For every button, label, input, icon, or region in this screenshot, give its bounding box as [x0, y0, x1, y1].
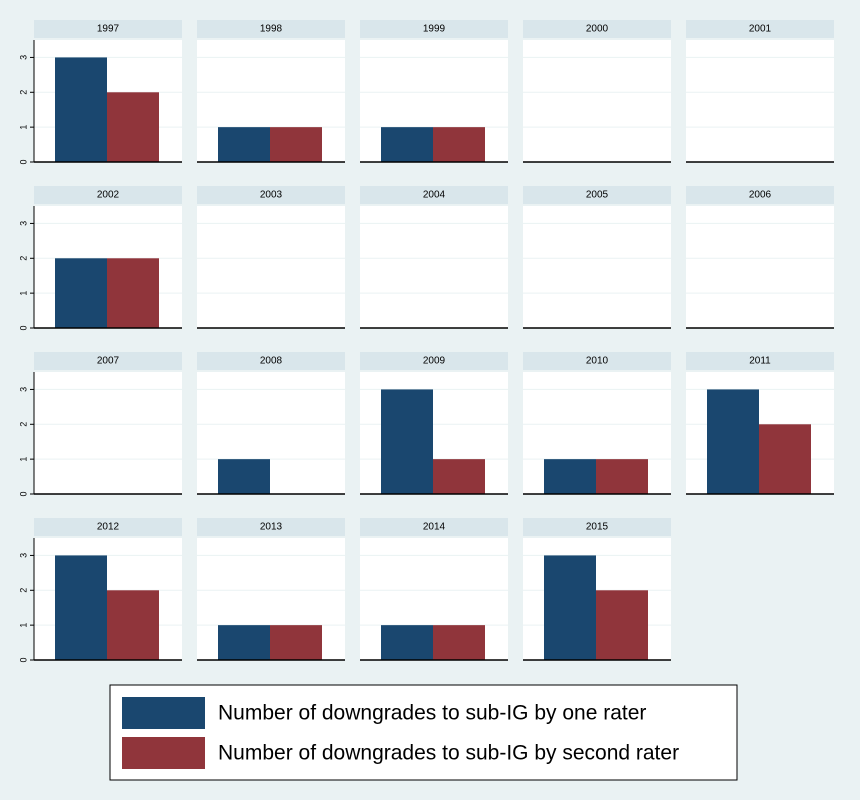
bar	[381, 127, 433, 162]
panel-title: 2000	[586, 24, 609, 35]
title-strip	[34, 518, 182, 536]
plot-area	[686, 206, 834, 328]
panel-title: 2005	[586, 190, 609, 201]
title-strip	[360, 352, 508, 370]
panel-title: 2004	[423, 190, 446, 201]
bar	[218, 625, 270, 660]
panel-title: 2007	[97, 356, 120, 367]
y-tick-label: 2	[18, 90, 28, 95]
bar	[433, 625, 485, 660]
bar	[55, 258, 107, 328]
y-tick-label: 3	[18, 55, 28, 60]
y-tick-label: 0	[18, 325, 28, 330]
bar	[544, 555, 596, 660]
bar	[107, 258, 159, 328]
title-strip	[360, 20, 508, 38]
y-tick-label: 2	[18, 588, 28, 593]
bar	[433, 127, 485, 162]
plot-area	[523, 206, 671, 328]
legend-swatch	[122, 737, 205, 769]
bar	[381, 625, 433, 660]
y-tick-label: 3	[18, 553, 28, 558]
bar	[270, 625, 322, 660]
legend-swatch	[122, 697, 205, 729]
bar	[55, 555, 107, 660]
title-strip	[523, 518, 671, 536]
y-tick-label: 0	[18, 159, 28, 164]
title-strip	[34, 352, 182, 370]
y-tick-label: 0	[18, 491, 28, 496]
panel-title: 1999	[423, 24, 446, 35]
legend-box	[109, 684, 738, 781]
bar	[759, 424, 811, 494]
title-strip	[34, 20, 182, 38]
panel-title: 2003	[260, 190, 283, 201]
y-tick-label: 3	[18, 221, 28, 226]
y-tick-label: 2	[18, 256, 28, 261]
panel-title: 2010	[586, 356, 609, 367]
y-tick-label: 1	[18, 623, 28, 628]
title-strip	[197, 186, 345, 204]
title-strip	[686, 186, 834, 204]
title-strip	[197, 352, 345, 370]
bar	[596, 590, 648, 660]
bar	[433, 459, 485, 494]
legend-label: Number of downgrades to sub-IG by one ra…	[218, 702, 646, 725]
y-tick-label: 3	[18, 387, 28, 392]
title-strip	[360, 186, 508, 204]
y-tick-label: 1	[18, 291, 28, 296]
title-strip	[523, 352, 671, 370]
panel-title: 2014	[423, 522, 446, 533]
panel-title: 1997	[97, 24, 120, 35]
bar	[381, 389, 433, 494]
panel-title: 2011	[749, 356, 771, 367]
plot-area	[360, 206, 508, 328]
bar	[218, 127, 270, 162]
panel-title: 2012	[97, 522, 120, 533]
title-strip	[197, 20, 345, 38]
title-strip	[523, 20, 671, 38]
bar	[218, 459, 270, 494]
bar	[107, 92, 159, 162]
panel-title: 2013	[260, 522, 283, 533]
title-strip	[197, 518, 345, 536]
bar	[544, 459, 596, 494]
title-strip	[34, 186, 182, 204]
title-strip	[686, 352, 834, 370]
y-tick-label: 2	[18, 422, 28, 427]
panel-title: 2015	[586, 522, 609, 533]
plot-area	[686, 40, 834, 162]
bar	[596, 459, 648, 494]
bar	[707, 389, 759, 494]
y-tick-label: 0	[18, 657, 28, 662]
panel-title: 2006	[749, 190, 772, 201]
y-tick-label: 1	[18, 125, 28, 130]
title-strip	[360, 518, 508, 536]
plot-area	[34, 372, 182, 494]
panel-title: 2009	[423, 356, 446, 367]
title-strip	[686, 20, 834, 38]
panel-title: 1998	[260, 24, 283, 35]
title-strip	[523, 186, 671, 204]
plot-area	[523, 40, 671, 162]
panel-title: 2008	[260, 356, 283, 367]
bar	[270, 127, 322, 162]
bar	[55, 57, 107, 162]
panel-title: 2002	[97, 190, 120, 201]
legend-label: Number of downgrades to sub-IG by second…	[218, 742, 679, 765]
panel-title: 2001	[749, 24, 772, 35]
plot-area	[197, 206, 345, 328]
bar	[107, 590, 159, 660]
y-tick-label: 1	[18, 457, 28, 462]
